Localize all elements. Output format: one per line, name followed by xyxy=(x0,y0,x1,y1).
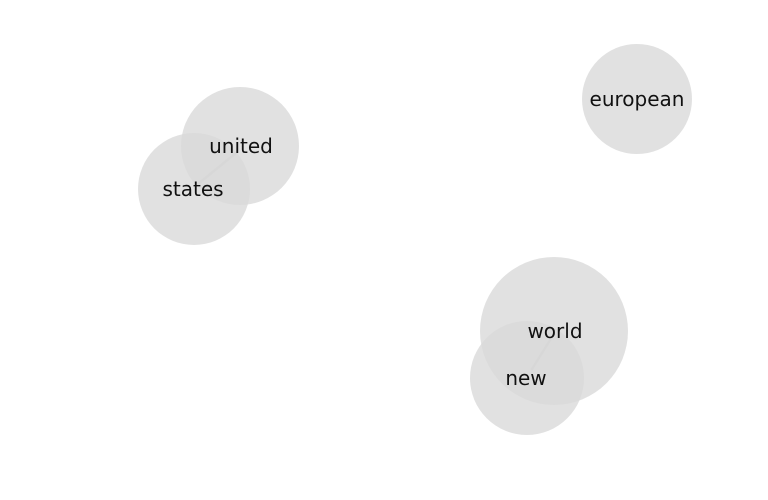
node-label-united: united xyxy=(209,134,273,158)
node-label-new: new xyxy=(505,366,546,390)
node-layer xyxy=(138,44,692,435)
label-layer: united states european world new xyxy=(162,87,684,390)
node-circle-states xyxy=(138,133,250,245)
node-label-european: european xyxy=(590,87,685,111)
node-label-states: states xyxy=(162,177,223,201)
node-circle-new xyxy=(470,321,584,435)
node-circle-european xyxy=(582,44,692,154)
node-label-world: world xyxy=(527,319,582,343)
